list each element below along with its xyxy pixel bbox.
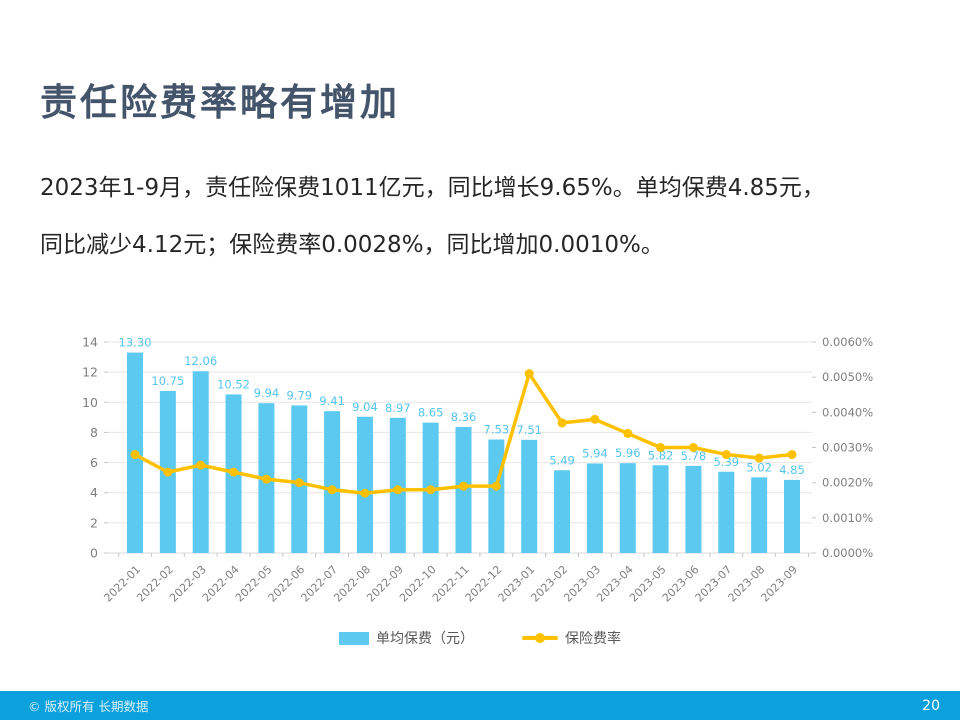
body-text-line-1: 2023年1-9月，责任险保费1011亿元，同比增长9.65%。单均保费4.85… bbox=[40, 175, 825, 201]
line-point bbox=[229, 467, 239, 477]
svg-text:10: 10 bbox=[82, 395, 98, 410]
axis-ticks bbox=[104, 341, 816, 557]
line-marker-icon bbox=[535, 633, 545, 643]
svg-text:5.39: 5.39 bbox=[713, 455, 739, 469]
bar bbox=[488, 439, 505, 553]
bar bbox=[751, 477, 768, 553]
chart-legend: 单均保费（元） 保险费率 bbox=[0, 628, 960, 648]
line-point bbox=[261, 474, 271, 484]
bar bbox=[784, 479, 800, 553]
line-point bbox=[524, 369, 534, 379]
right-axis-labels: 0.0000% 0.0010% 0.0020% 0.0030% 0.0040% 0.005… bbox=[822, 335, 873, 560]
line-point bbox=[721, 450, 731, 460]
svg-text:7.53: 7.53 bbox=[484, 423, 510, 437]
bar bbox=[356, 416, 373, 553]
bar bbox=[324, 411, 341, 553]
svg-text:5.96: 5.96 bbox=[615, 446, 641, 460]
bar bbox=[554, 470, 571, 553]
bar bbox=[586, 463, 603, 553]
svg-text:4.85: 4.85 bbox=[779, 463, 805, 477]
line-point bbox=[754, 453, 764, 463]
legend-label-bar-series: 单均保费（元） bbox=[376, 631, 474, 647]
x-axis-labels: 2022-012022-022022-032022-042022-052022-… bbox=[101, 563, 800, 605]
svg-text:5.78: 5.78 bbox=[681, 449, 707, 463]
svg-text:9.04: 9.04 bbox=[352, 400, 378, 414]
svg-text:8.97: 8.97 bbox=[385, 401, 411, 415]
line-point bbox=[787, 450, 797, 460]
bar-series bbox=[127, 352, 800, 553]
line-series-swatch-icon bbox=[522, 633, 558, 643]
svg-text:8: 8 bbox=[90, 425, 98, 440]
svg-text:5.82: 5.82 bbox=[648, 448, 674, 462]
copyright-text: © 版权所有 长期数据 bbox=[28, 699, 149, 714]
line-point bbox=[163, 467, 173, 477]
line-point bbox=[327, 485, 337, 495]
body-text-line-2: 同比减少4.12元；保险费率0.0028%，同比增加0.0010%。 bbox=[40, 232, 664, 258]
legend-item-line-series: 保险费率 bbox=[522, 628, 621, 648]
svg-text:9.79: 9.79 bbox=[286, 388, 312, 402]
bar bbox=[718, 471, 735, 553]
line-point bbox=[459, 481, 468, 491]
line-point bbox=[196, 460, 206, 470]
bar bbox=[652, 465, 669, 553]
bar bbox=[619, 463, 636, 553]
svg-text:2: 2 bbox=[90, 515, 98, 530]
svg-text:0.0060%: 0.0060% bbox=[822, 335, 873, 349]
line-point bbox=[688, 443, 698, 452]
svg-text:9.94: 9.94 bbox=[254, 386, 280, 400]
line-point bbox=[360, 488, 370, 498]
bar-series-swatch-icon bbox=[339, 631, 369, 645]
combo-chart: 024681012140.0000%0.0010%0.0020%0.0030%0… bbox=[82, 335, 873, 605]
svg-text:0.0040%: 0.0040% bbox=[822, 405, 873, 419]
line-point bbox=[623, 428, 633, 438]
line-series bbox=[130, 369, 797, 498]
svg-text:0.0000%: 0.0000% bbox=[822, 546, 873, 560]
svg-text:5.94: 5.94 bbox=[582, 446, 608, 460]
body-text: 2023年1-9月，责任险保费1011亿元，同比增长9.65%。单均保费4.85… bbox=[40, 160, 930, 274]
svg-text:9.41: 9.41 bbox=[319, 394, 345, 408]
svg-text:7.51: 7.51 bbox=[516, 423, 542, 437]
svg-text:12: 12 bbox=[82, 365, 98, 380]
left-axis-labels: 0 2 4 6 8 10 12 14 bbox=[82, 335, 98, 561]
line-point bbox=[294, 478, 304, 488]
svg-text:12.06: 12.06 bbox=[184, 354, 217, 368]
legend-item-bar-series: 单均保费（元） bbox=[339, 628, 474, 648]
svg-text:10.52: 10.52 bbox=[217, 377, 250, 391]
page-title: 责任险费率略有增加 bbox=[40, 81, 400, 124]
svg-text:8.36: 8.36 bbox=[451, 410, 477, 424]
footer-bar: © 版权所有 长期数据 20 bbox=[0, 691, 960, 720]
svg-text:8.65: 8.65 bbox=[418, 406, 444, 420]
svg-text:0.0050%: 0.0050% bbox=[822, 370, 873, 384]
chart-area: 0 2 4 6 8 10 12 14 0.0000% 0.0010% 0.0020% 0.0030% 0… bbox=[0, 325, 960, 625]
page-number: 20 bbox=[922, 697, 940, 714]
line-point bbox=[393, 485, 403, 495]
line-point bbox=[557, 418, 567, 428]
svg-text:14: 14 bbox=[82, 335, 98, 350]
line-point bbox=[590, 414, 600, 424]
svg-text:0.0030%: 0.0030% bbox=[822, 441, 873, 455]
svg-text:5.02: 5.02 bbox=[746, 460, 772, 474]
legend-label-line-series: 保险费率 bbox=[565, 631, 621, 647]
svg-text:6: 6 bbox=[90, 455, 98, 470]
bar bbox=[685, 465, 702, 553]
svg-text:13.30: 13.30 bbox=[119, 336, 152, 350]
svg-text:0.0020%: 0.0020% bbox=[822, 476, 873, 490]
line-point bbox=[130, 450, 140, 460]
svg-text:0.0010%: 0.0010% bbox=[822, 511, 873, 525]
svg-text:0: 0 bbox=[90, 546, 98, 561]
svg-text:4: 4 bbox=[90, 485, 98, 500]
line-point bbox=[656, 443, 666, 452]
line-point bbox=[426, 485, 436, 495]
bar bbox=[521, 439, 538, 553]
svg-text:10.75: 10.75 bbox=[151, 374, 184, 388]
svg-text:2023-09: 2023-09 bbox=[758, 563, 800, 605]
svg-text:5.49: 5.49 bbox=[549, 453, 575, 467]
line-point bbox=[491, 481, 501, 491]
